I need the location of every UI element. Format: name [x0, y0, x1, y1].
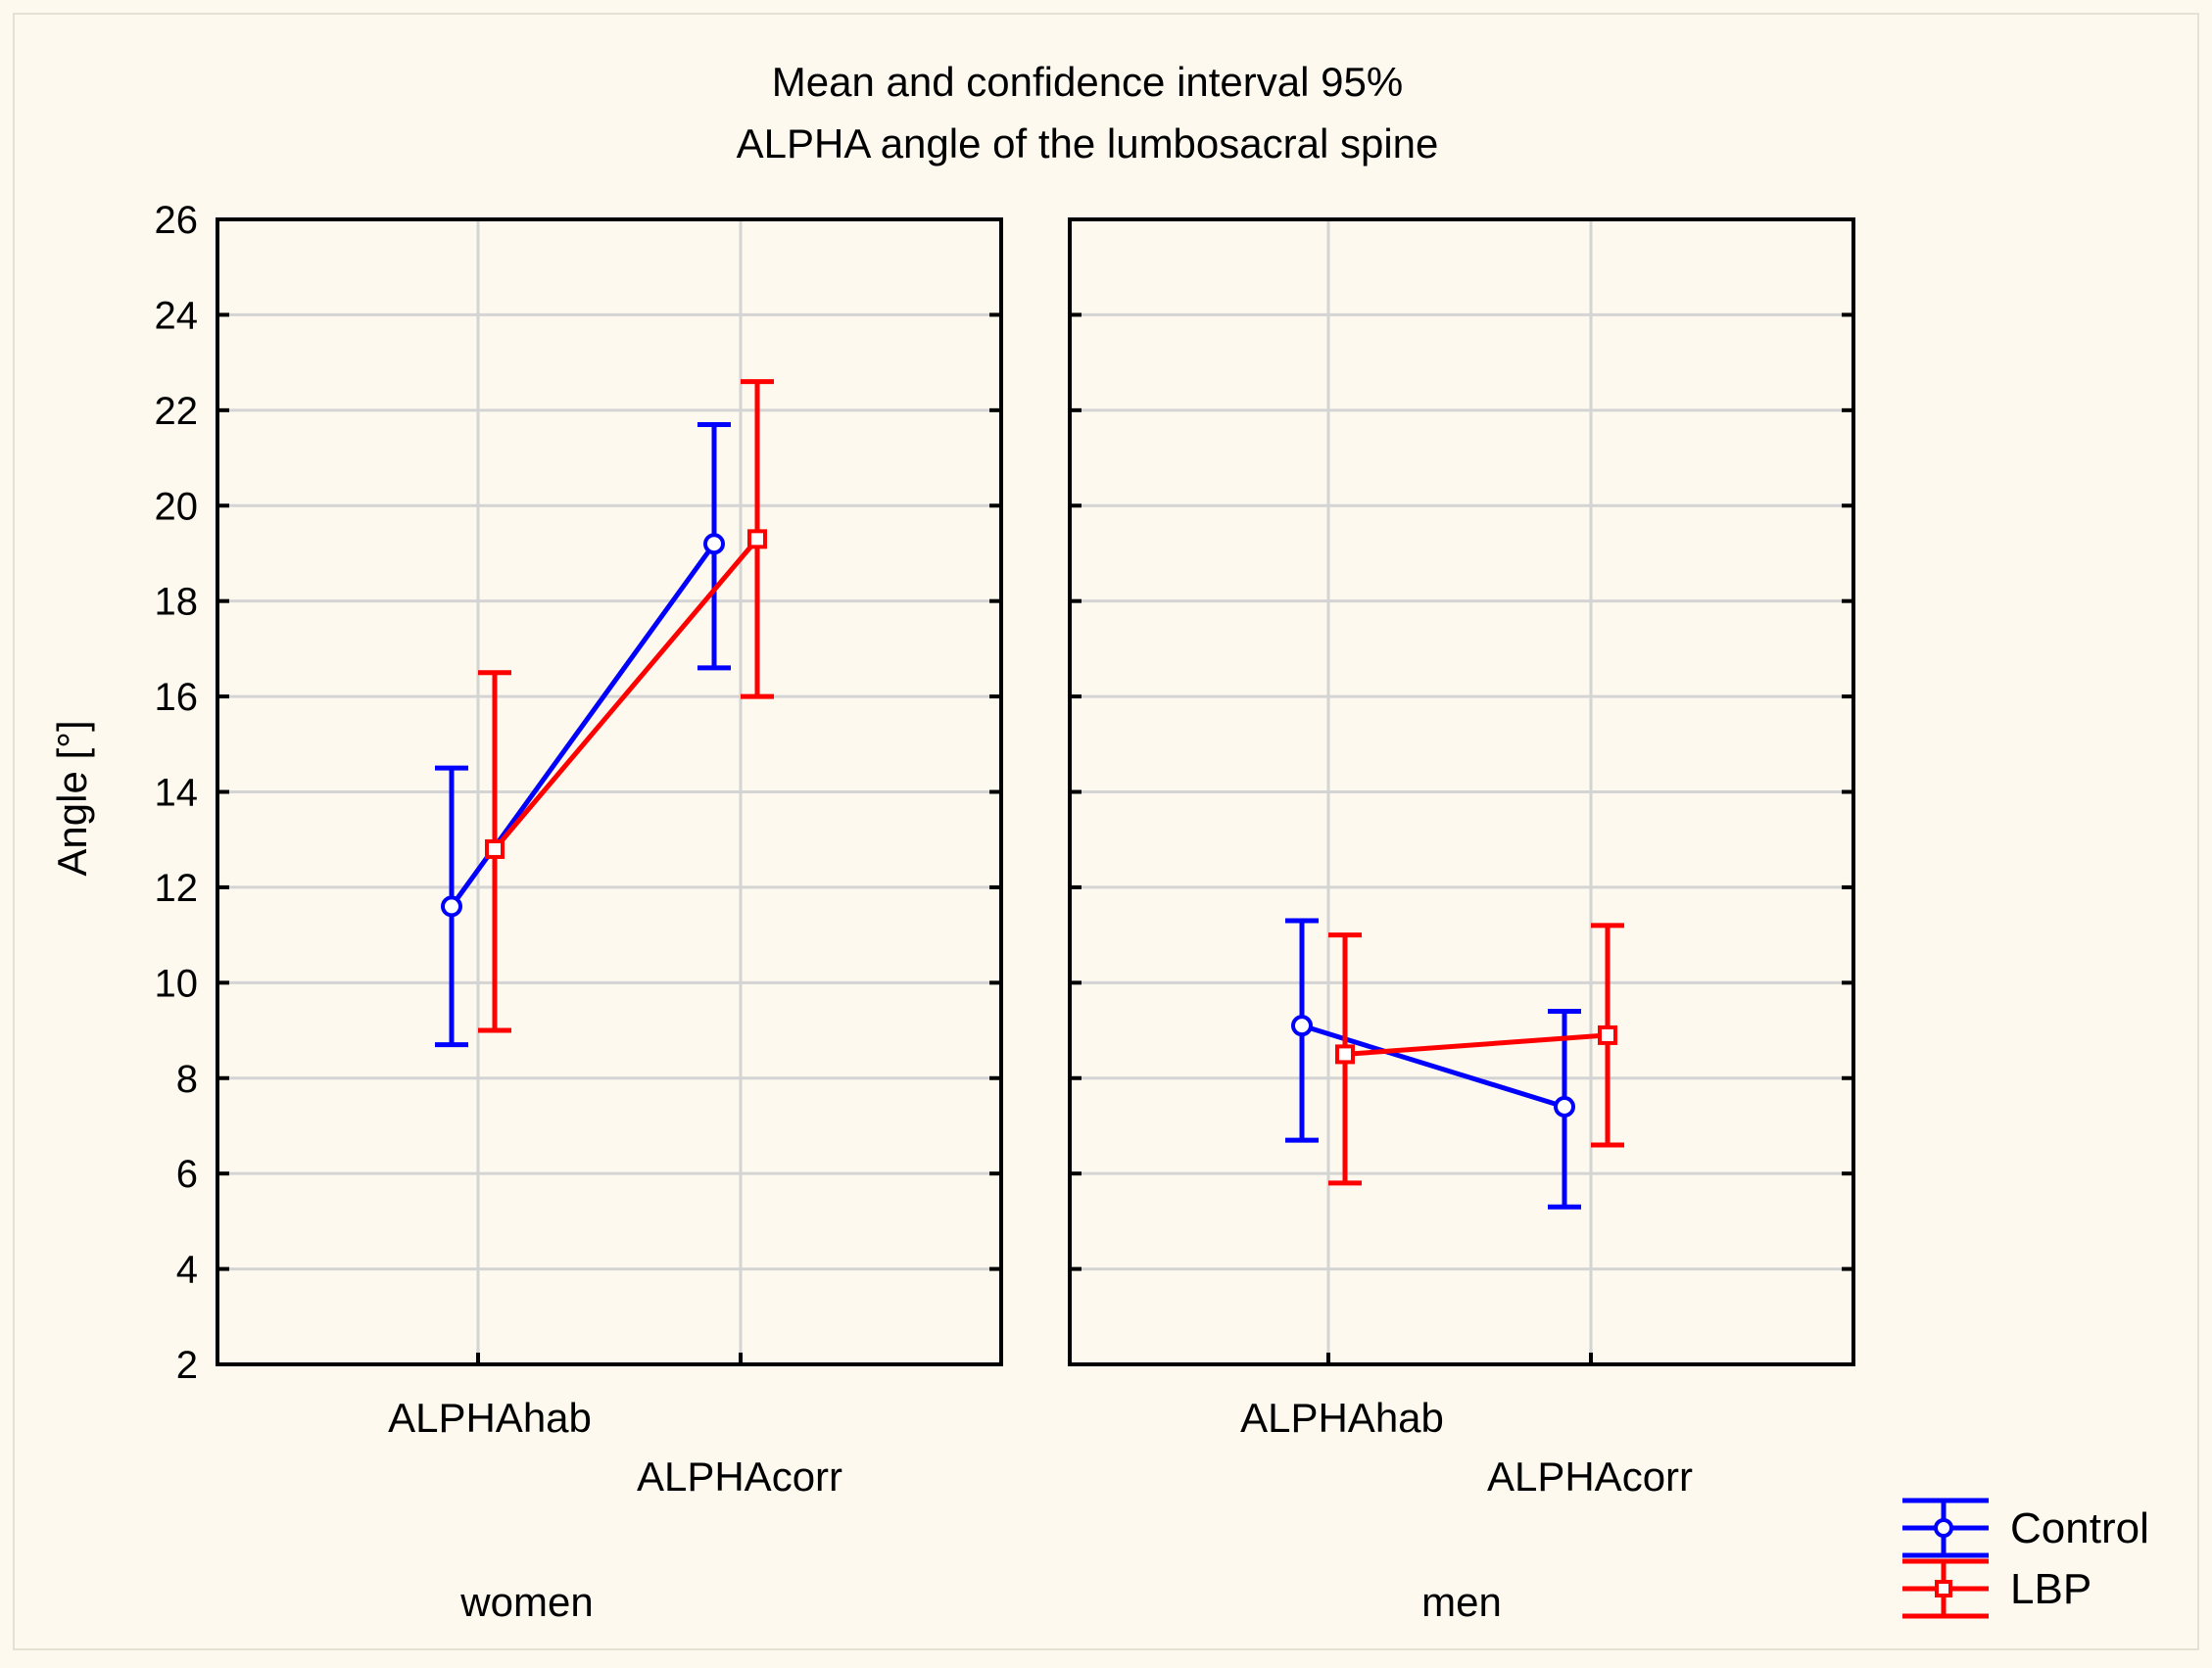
- x-category-label: ALPHAcorr: [1487, 1454, 1693, 1500]
- mean-point: [1291, 1015, 1313, 1037]
- mean-point: [747, 529, 767, 549]
- y-tick-label: 14: [155, 772, 199, 815]
- y-tick-label: 10: [155, 962, 199, 1005]
- series-line: [493, 537, 759, 851]
- legend-label: LBP: [2010, 1565, 2092, 1613]
- series-line: [1344, 1032, 1609, 1057]
- mean-point: [441, 895, 462, 918]
- x-category-label: ALPHAcorr: [637, 1454, 842, 1500]
- mean-point: [1554, 1095, 1575, 1118]
- y-axis-label: Angle [°]: [49, 720, 95, 876]
- mean-point: [703, 533, 725, 555]
- y-tick-label: 16: [155, 676, 199, 719]
- x-category-label: ALPHAhab: [1240, 1395, 1444, 1441]
- series-lbp-men: [1328, 923, 1624, 1186]
- chart-subtitle: ALPHA angle of the lumbosacral spine: [737, 120, 1439, 167]
- x-category-label: ALPHAhab: [388, 1395, 592, 1441]
- chart-background: [13, 13, 2199, 1650]
- panel-label: women: [459, 1579, 593, 1625]
- mean-point: [1335, 1044, 1355, 1065]
- y-tick-label: 20: [155, 485, 199, 528]
- panel-women: 2468101214161820222426ALPHAhabALPHAcorrw…: [155, 199, 1003, 1625]
- legend-label: Control: [2010, 1504, 2149, 1552]
- y-tick-label: 18: [155, 581, 199, 624]
- legend-item-lbp: LBP: [1902, 1558, 2092, 1619]
- series-lbp-women: [478, 379, 774, 1033]
- legend: Control LBP: [1902, 1498, 2149, 1619]
- y-tick-label: 8: [176, 1058, 198, 1101]
- chart-title: Mean and confidence interval 95%: [772, 59, 1403, 105]
- y-tick-label: 12: [155, 867, 199, 910]
- y-tick-label: 2: [176, 1344, 198, 1387]
- y-tick-label: 26: [155, 199, 199, 242]
- y-tick-label: 6: [176, 1153, 198, 1196]
- panel-label: men: [1421, 1579, 1502, 1625]
- y-tick-label: 4: [176, 1249, 198, 1292]
- mean-point: [485, 838, 505, 859]
- chart-panels: 2468101214161820222426ALPHAhabALPHAcorrw…: [155, 199, 1855, 1625]
- panel-men: ALPHAhab ALPHAcorr men: [1068, 217, 1855, 1625]
- legend-item-control: Control: [1902, 1498, 2149, 1558]
- mean-point: [1598, 1025, 1617, 1045]
- y-tick-label: 24: [155, 294, 199, 337]
- legend-marker: [1935, 1580, 1952, 1597]
- legend-marker: [1934, 1518, 1953, 1538]
- y-tick-label: 22: [155, 390, 199, 433]
